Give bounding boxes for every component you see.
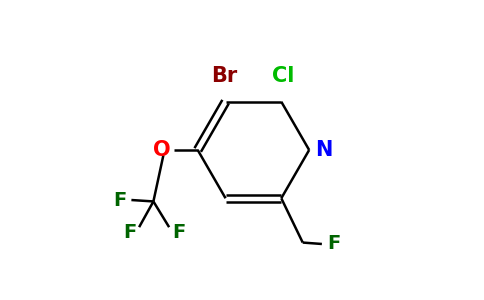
Text: F: F <box>113 190 126 209</box>
Text: N: N <box>316 140 333 160</box>
Text: Br: Br <box>211 66 237 86</box>
Text: Cl: Cl <box>272 66 294 86</box>
Text: O: O <box>153 140 170 160</box>
Text: F: F <box>123 224 136 242</box>
Text: F: F <box>327 235 340 254</box>
Text: F: F <box>172 224 185 242</box>
